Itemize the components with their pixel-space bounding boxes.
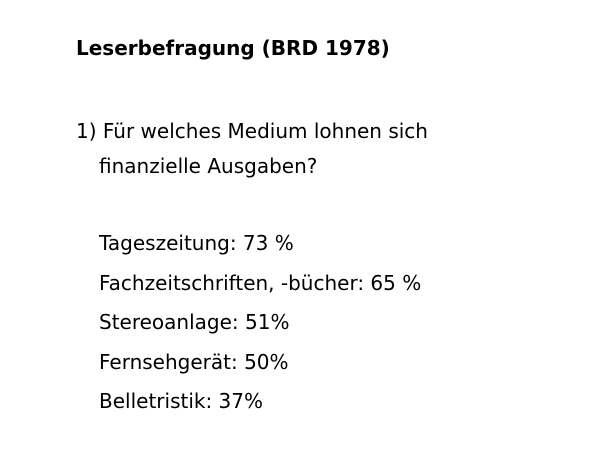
question-line-2: finanzielle Ausgaben? <box>99 154 318 178</box>
question-text: 1) Für welches Medium lohnen sich finanz… <box>76 114 428 184</box>
answer-item: Tageszeitung: 73 % <box>99 231 294 255</box>
slide-title: Leserbefragung (BRD 1978) <box>76 36 390 60</box>
answer-list: Tageszeitung: 73 % Fachzeitschriften, -b… <box>99 224 421 422</box>
answer-item: Fachzeitschriften, -bücher: 65 % <box>99 270 422 295</box>
answer-item: Belletristik: 37% <box>99 389 264 413</box>
answer-item: Fernsehgerät: 50% <box>99 349 289 374</box>
answer-item: Stereoanlage: 51% <box>99 310 290 334</box>
question-line-1: 1) Für welches Medium lohnen sich <box>76 119 428 143</box>
